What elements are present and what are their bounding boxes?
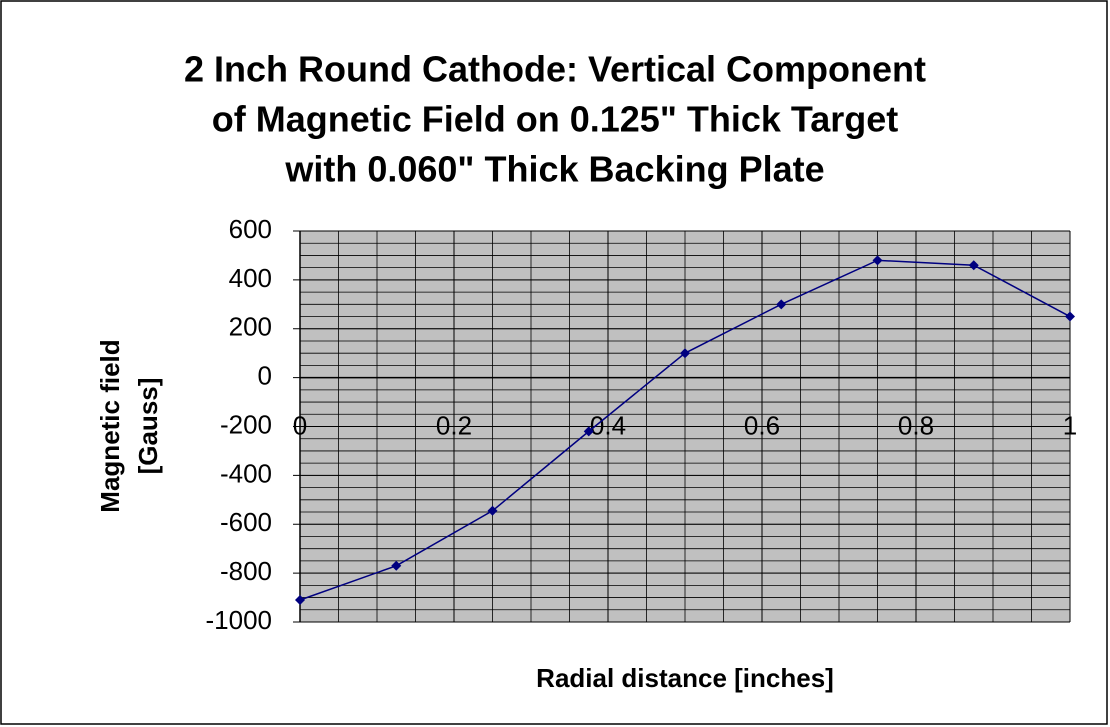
y-tick-label: -400 bbox=[220, 458, 272, 488]
x-tick-label: 0.2 bbox=[436, 411, 472, 441]
y-tick-label: -200 bbox=[220, 409, 272, 439]
data-point bbox=[872, 255, 883, 266]
y-tick-label: 0 bbox=[258, 361, 272, 391]
x-tick-label: 0.6 bbox=[744, 411, 780, 441]
data-point bbox=[1065, 311, 1075, 322]
data-point bbox=[968, 260, 979, 271]
chart-title: with 0.060" Thick Backing Plate bbox=[284, 149, 824, 190]
x-tick-label: 0.8 bbox=[898, 411, 934, 441]
y-tick-label: 400 bbox=[229, 263, 272, 293]
y-tick-label: 200 bbox=[229, 312, 272, 342]
y-tick-label: -600 bbox=[220, 507, 272, 537]
x-tick-label: 1 bbox=[1063, 411, 1077, 441]
chart-title: of Magnetic Field on 0.125" Thick Target bbox=[212, 99, 899, 140]
data-point bbox=[391, 560, 402, 571]
chart-title: 2 Inch Round Cathode: Vertical Component bbox=[184, 49, 926, 90]
data-point bbox=[487, 505, 498, 516]
x-axis-title: Radial distance [inches] bbox=[536, 663, 834, 693]
y-tick-label: -800 bbox=[220, 556, 272, 586]
y-axis-title: [Gauss] bbox=[133, 378, 163, 475]
y-tick-label: 600 bbox=[229, 214, 272, 244]
data-point bbox=[583, 426, 594, 437]
y-tick-label: -1000 bbox=[206, 605, 273, 635]
data-point bbox=[776, 299, 787, 310]
data-point bbox=[295, 595, 305, 606]
data-point bbox=[680, 348, 690, 359]
y-axis-title: Magnetic field bbox=[95, 339, 125, 512]
